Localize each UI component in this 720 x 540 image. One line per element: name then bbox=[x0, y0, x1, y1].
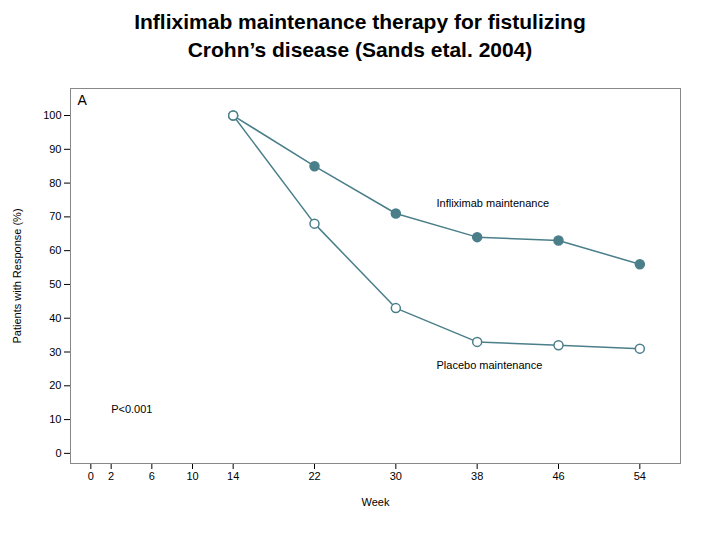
svg-text:Patients with Response (%): Patients with Response (%) bbox=[11, 208, 23, 343]
svg-text:38: 38 bbox=[471, 470, 483, 482]
html-text:Infliximab maintenance therapy: Infliximab maintenance therapy for fistu… bbox=[134, 10, 586, 33]
svg-text:Placebo maintenance: Placebo maintenance bbox=[437, 359, 543, 371]
svg-text:P<0.001: P<0.001 bbox=[111, 403, 152, 415]
svg-text:10: 10 bbox=[49, 413, 61, 425]
svg-text:0: 0 bbox=[55, 447, 61, 459]
svg-text:A: A bbox=[78, 92, 88, 108]
svg-text:20: 20 bbox=[49, 379, 61, 391]
svg-text:60: 60 bbox=[49, 244, 61, 256]
svg-text:30: 30 bbox=[390, 470, 402, 482]
svg-text:6: 6 bbox=[149, 470, 155, 482]
svg-text:40: 40 bbox=[49, 312, 61, 324]
svg-text:Week: Week bbox=[362, 496, 390, 508]
svg-text:80: 80 bbox=[49, 177, 61, 189]
svg-text:46: 46 bbox=[552, 470, 564, 482]
svg-text:90: 90 bbox=[49, 143, 61, 155]
svg-text:14: 14 bbox=[227, 470, 239, 482]
svg-text:2: 2 bbox=[108, 470, 114, 482]
svg-text:30: 30 bbox=[49, 346, 61, 358]
svg-text:70: 70 bbox=[49, 210, 61, 222]
svg-text:54: 54 bbox=[634, 470, 646, 482]
svg-text:50: 50 bbox=[49, 278, 61, 290]
svg-text:0: 0 bbox=[88, 470, 94, 482]
html-text:Crohn’s disease (Sands etal. 2: Crohn’s disease (Sands etal. 2004) bbox=[187, 38, 533, 61]
svg-text:22: 22 bbox=[308, 470, 320, 482]
svg-text:100: 100 bbox=[43, 109, 61, 121]
svg-text:Infliximab maintenance: Infliximab maintenance bbox=[437, 197, 550, 209]
svg-text:10: 10 bbox=[186, 470, 198, 482]
